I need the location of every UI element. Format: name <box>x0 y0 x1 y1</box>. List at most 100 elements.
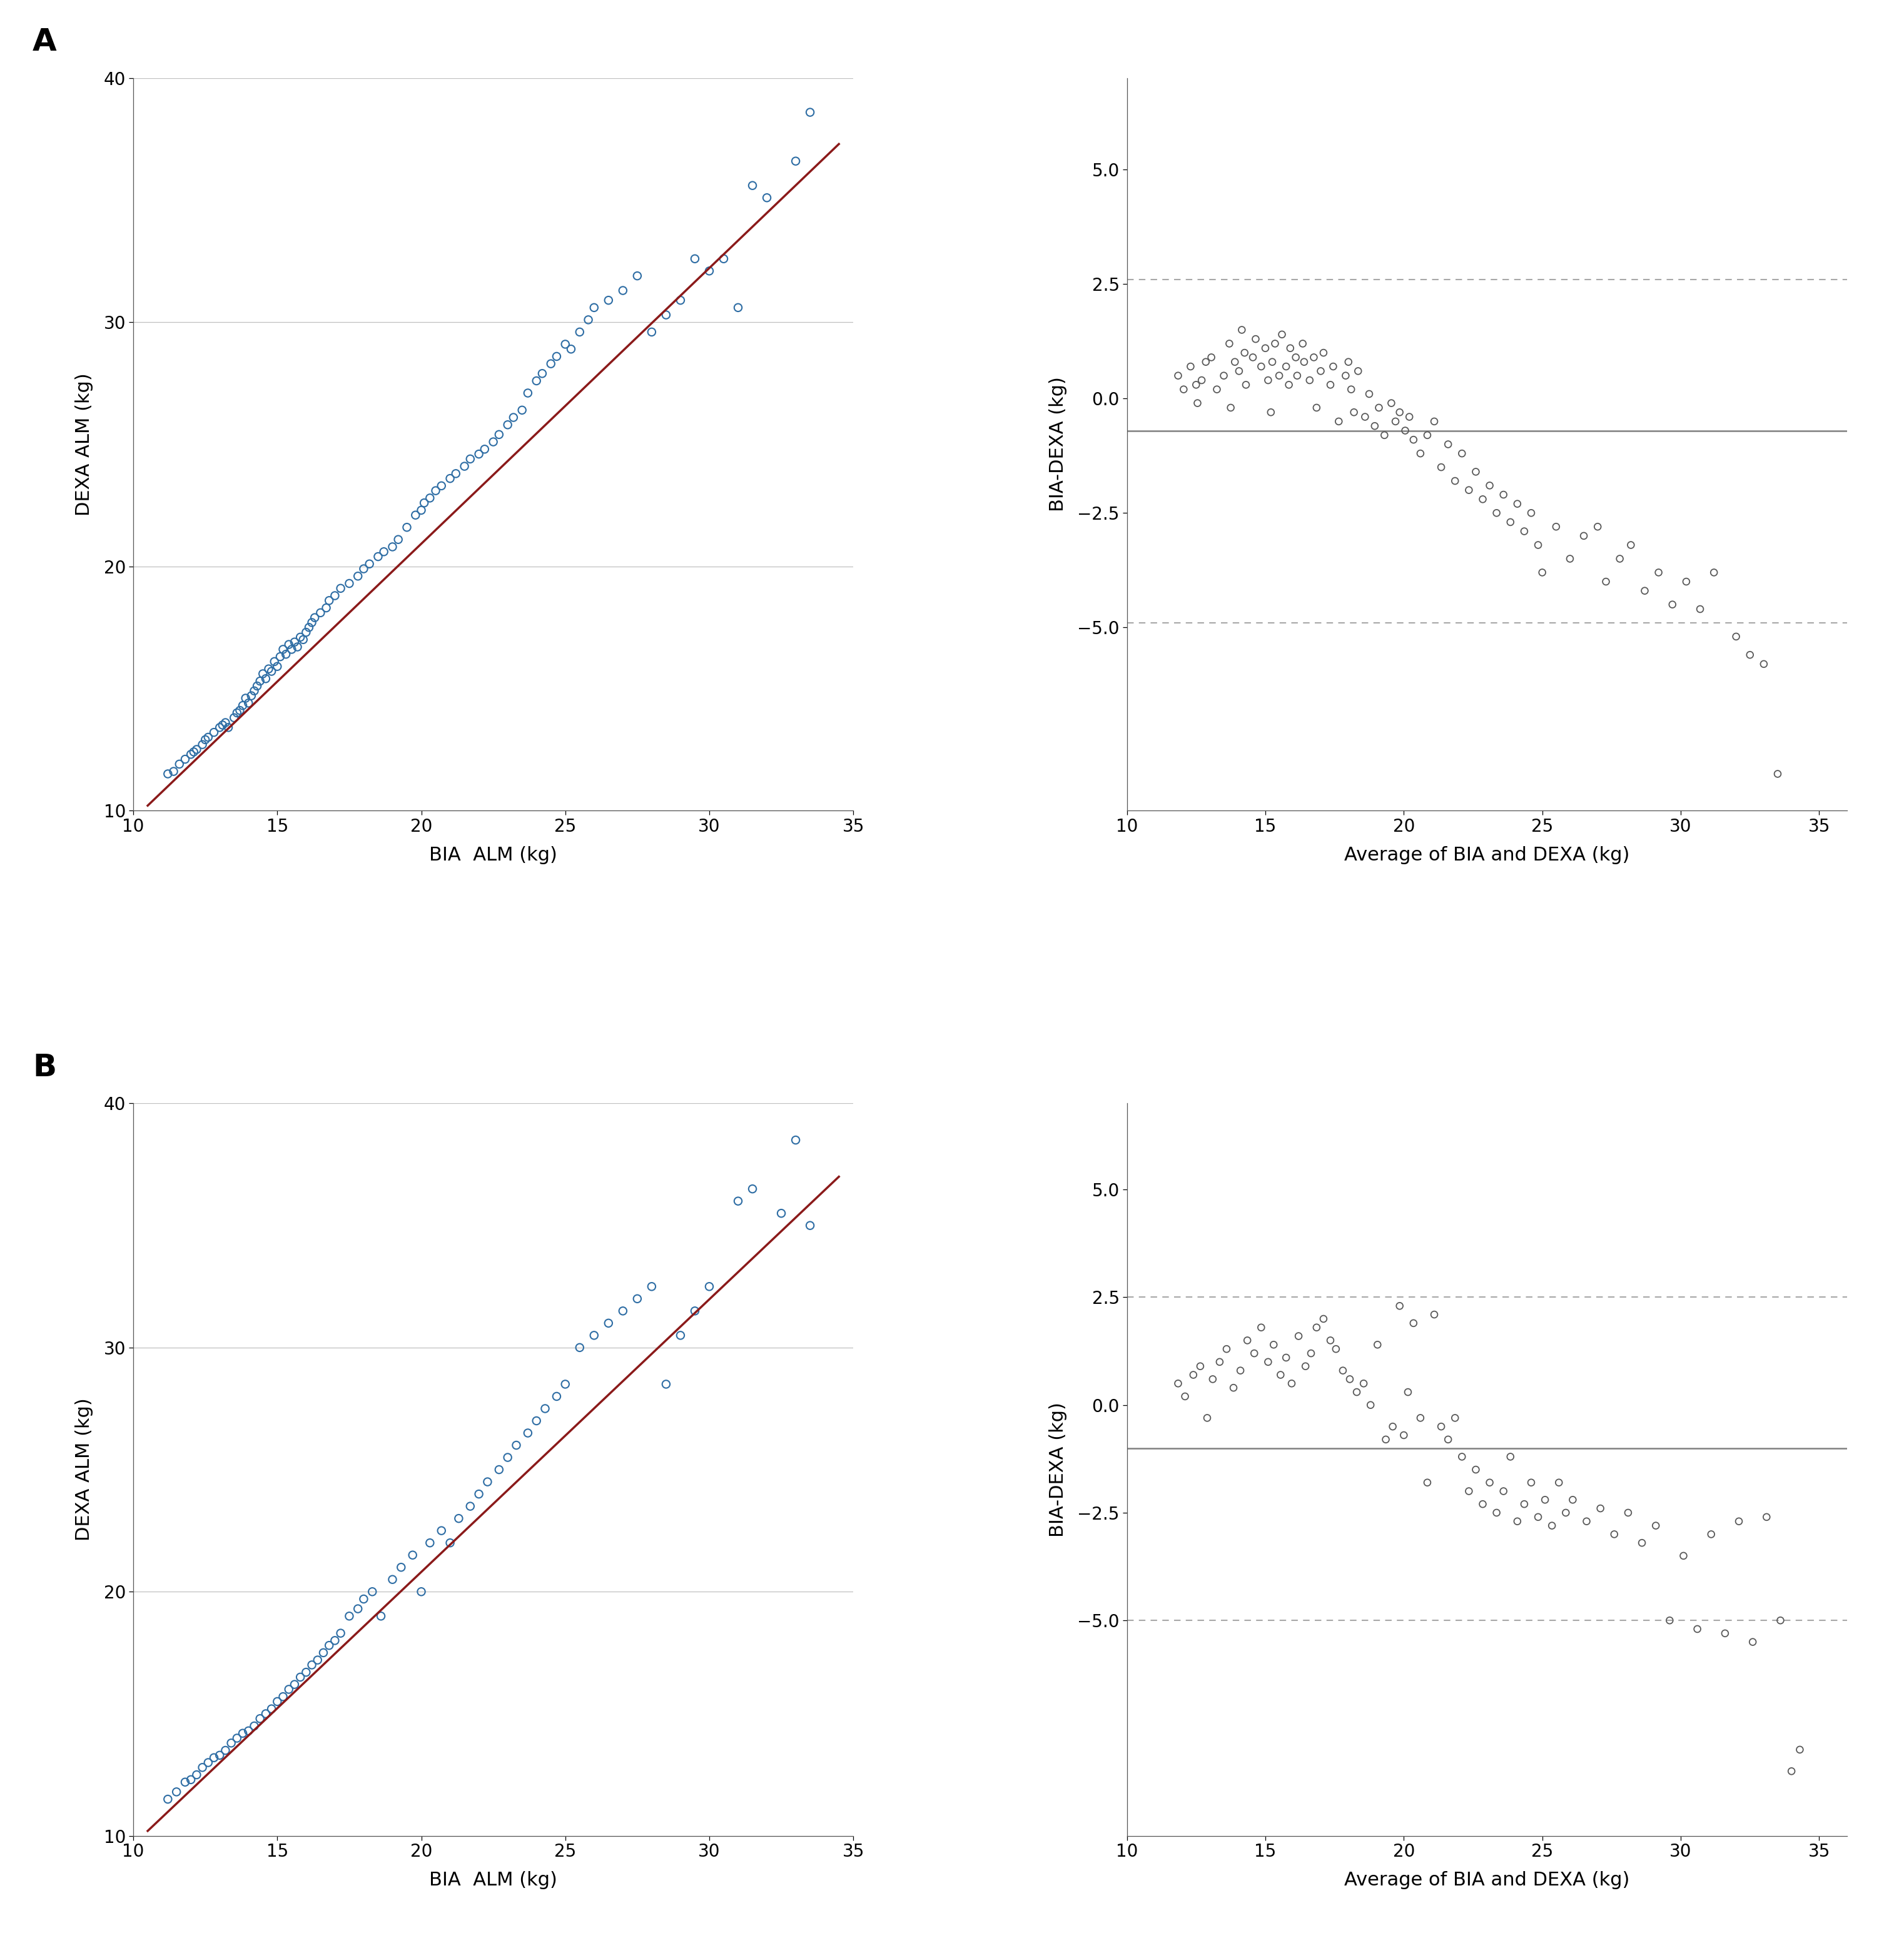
Point <box>297 1648 327 1680</box>
Point <box>680 1295 710 1326</box>
Point <box>320 1625 350 1656</box>
Point <box>400 500 430 531</box>
Point <box>1439 465 1470 496</box>
Point <box>409 488 440 519</box>
Point <box>1784 1734 1815 1766</box>
Point <box>724 293 754 324</box>
Point <box>1163 1367 1194 1398</box>
Point <box>169 744 200 775</box>
Point <box>470 434 501 465</box>
Point <box>1540 512 1571 543</box>
Point <box>1605 543 1636 574</box>
Point <box>1316 1324 1346 1355</box>
Point <box>383 523 413 555</box>
Point <box>1253 1346 1283 1377</box>
Point <box>268 633 299 664</box>
Point <box>215 1728 246 1760</box>
Point <box>651 1369 682 1400</box>
Point <box>1672 566 1702 598</box>
Point <box>1306 355 1337 387</box>
Point <box>550 1369 581 1400</box>
Point <box>1348 1367 1378 1398</box>
Point <box>1180 369 1211 400</box>
Point <box>213 713 244 744</box>
Point <box>623 260 653 291</box>
Point <box>1232 1324 1262 1355</box>
Point <box>291 1656 322 1687</box>
Point <box>242 670 272 701</box>
Point <box>737 170 767 201</box>
Point <box>1215 328 1245 359</box>
X-axis label: BIA  ALM (kg): BIA ALM (kg) <box>428 846 558 863</box>
Point <box>1238 342 1268 373</box>
Point <box>499 402 529 434</box>
Point <box>364 541 394 572</box>
Point <box>765 1197 796 1228</box>
Point <box>326 572 356 603</box>
Point <box>303 1644 333 1676</box>
Point <box>1339 396 1369 428</box>
Point <box>1179 1359 1209 1391</box>
Point <box>1205 1346 1236 1377</box>
Point <box>594 1309 625 1340</box>
Point <box>305 598 335 629</box>
Point <box>493 1441 524 1473</box>
Point <box>449 451 480 482</box>
Point <box>369 537 400 568</box>
Point <box>781 146 811 178</box>
Point <box>230 684 261 715</box>
Point <box>1439 1402 1470 1434</box>
Y-axis label: DEXA ALM (kg): DEXA ALM (kg) <box>74 373 93 516</box>
Point <box>1502 488 1533 519</box>
Point <box>1426 1410 1457 1441</box>
Point <box>1656 590 1687 621</box>
Point <box>1245 352 1276 383</box>
Point <box>1308 338 1339 369</box>
Point <box>169 1767 200 1799</box>
Point <box>1502 1506 1533 1537</box>
Point <box>522 1406 552 1437</box>
Point <box>158 756 188 787</box>
Point <box>288 625 318 656</box>
Point <box>512 377 543 408</box>
Point <box>280 1668 310 1699</box>
Point <box>240 676 270 707</box>
Point <box>175 738 206 769</box>
Point <box>1544 1467 1575 1498</box>
Point <box>1354 379 1384 410</box>
Point <box>594 285 625 316</box>
Point <box>1283 1320 1314 1351</box>
Point <box>164 748 194 779</box>
Point <box>1765 1605 1795 1637</box>
Point <box>343 561 373 592</box>
Point <box>234 1715 265 1746</box>
Point <box>192 1748 223 1779</box>
Point <box>1219 1373 1249 1404</box>
Point <box>1721 621 1752 652</box>
Point <box>1240 1338 1270 1369</box>
Point <box>1182 387 1213 418</box>
Point <box>1405 1402 1436 1434</box>
Point <box>1481 498 1512 529</box>
Point <box>1251 332 1281 363</box>
Point <box>1186 365 1217 396</box>
Point <box>664 285 695 316</box>
Point <box>1557 1484 1588 1516</box>
Point <box>204 1740 234 1771</box>
Point <box>607 1295 638 1326</box>
Point <box>1426 451 1457 482</box>
Point <box>263 650 293 682</box>
Point <box>1453 475 1483 506</box>
Point <box>1240 324 1270 355</box>
Point <box>1342 1377 1373 1408</box>
Point <box>265 641 295 672</box>
Point <box>293 611 324 643</box>
Point <box>1776 1756 1807 1787</box>
Point <box>204 713 234 744</box>
Point <box>664 1320 695 1351</box>
Point <box>1333 346 1363 377</box>
Point <box>1710 1617 1740 1648</box>
Point <box>444 1504 474 1535</box>
Point <box>227 1719 257 1750</box>
Point <box>246 1703 276 1734</box>
